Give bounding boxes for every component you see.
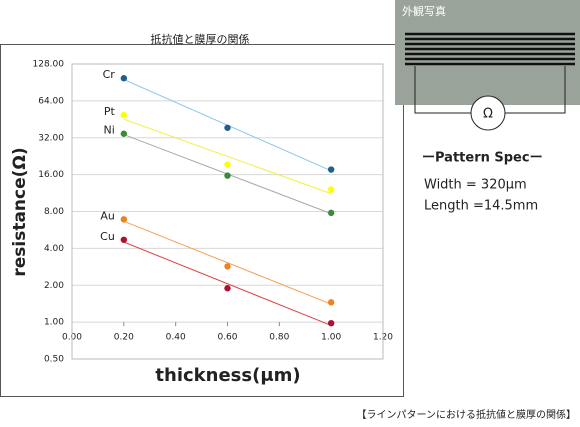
point <box>327 299 335 306</box>
point <box>120 75 128 82</box>
y-tick-label: 32.00 <box>38 133 64 143</box>
y-tick-label: 8.00 <box>44 207 64 217</box>
y-tick-label: 1.00 <box>44 318 64 328</box>
meter <box>470 95 506 131</box>
x-tick-label: 0.80 <box>269 333 289 343</box>
y-tick-label: 0.50 <box>44 355 64 365</box>
x-tick-label: 0.40 <box>166 333 186 343</box>
point <box>224 161 231 168</box>
point <box>120 236 128 243</box>
series-label: Cu <box>100 230 115 243</box>
y-axis-label: resistance(Ω) <box>10 147 30 276</box>
point <box>224 172 231 179</box>
point <box>327 166 335 173</box>
x-tick-label: 0.20 <box>114 333 134 343</box>
y-tick-label: 2.00 <box>44 281 64 291</box>
series-label: Cr <box>103 68 116 81</box>
chart-title: 抵抗値と膜厚の関係 <box>151 32 250 46</box>
point <box>120 130 128 137</box>
y-tick-label: 64.00 <box>38 96 64 106</box>
trend-line <box>123 220 332 305</box>
point <box>327 319 335 327</box>
spec-title: ーPattern Specー <box>422 151 543 166</box>
point <box>327 209 335 217</box>
point <box>224 124 231 131</box>
spec-length: Length =14.5mm <box>424 199 538 214</box>
spec-width: Width = 320μm <box>424 178 527 193</box>
point <box>120 216 128 223</box>
point <box>224 263 231 270</box>
series-label: Pt <box>104 105 116 118</box>
meter-symbol: Ω <box>483 107 493 122</box>
photo-title: 外観写真 <box>402 4 446 18</box>
x-axis-label: thickness(μm) <box>155 365 300 386</box>
circuit <box>414 66 566 114</box>
photo <box>395 0 580 105</box>
y-tick-label: 4.00 <box>44 244 64 254</box>
point <box>120 111 128 119</box>
chart-frame <box>0 44 404 397</box>
trend-line <box>123 241 332 326</box>
y-tick-label: 128.00 <box>33 60 65 70</box>
y-tick-label: 16.00 <box>38 170 64 180</box>
x-tick-label: 0.60 <box>217 333 237 343</box>
pattern-lines <box>405 32 575 66</box>
point <box>224 285 231 292</box>
plot-border <box>71 63 384 360</box>
x-tick-label: 1.00 <box>321 333 341 343</box>
series-label: Ni <box>104 124 115 137</box>
point <box>327 186 335 193</box>
trend-line <box>123 118 332 195</box>
caption: 【ラインパターンにおける抵抗値と膜厚の関係】 <box>357 408 577 421</box>
series-label: Au <box>100 209 115 222</box>
